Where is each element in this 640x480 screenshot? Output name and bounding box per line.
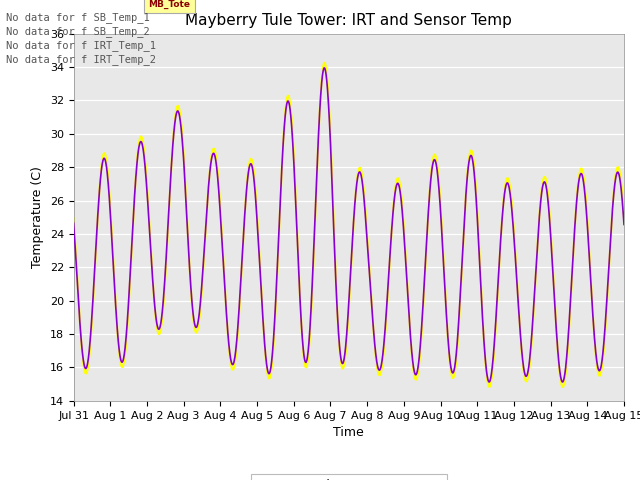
Text: Temp_1
MB_Tote: Temp_1 MB_Tote: [148, 0, 192, 9]
Title: Mayberry Tule Tower: IRT and Sensor Temp: Mayberry Tule Tower: IRT and Sensor Temp: [186, 13, 512, 28]
Text: No data for f SB_Temp_1
No data for f SB_Temp_2
No data for f IRT_Temp_1
No data: No data for f SB_Temp_1 No data for f SB…: [6, 12, 156, 65]
Legend: PanelT, AM25T: PanelT, AM25T: [251, 474, 447, 480]
X-axis label: Time: Time: [333, 426, 364, 439]
Y-axis label: Temperature (C): Temperature (C): [31, 166, 44, 268]
